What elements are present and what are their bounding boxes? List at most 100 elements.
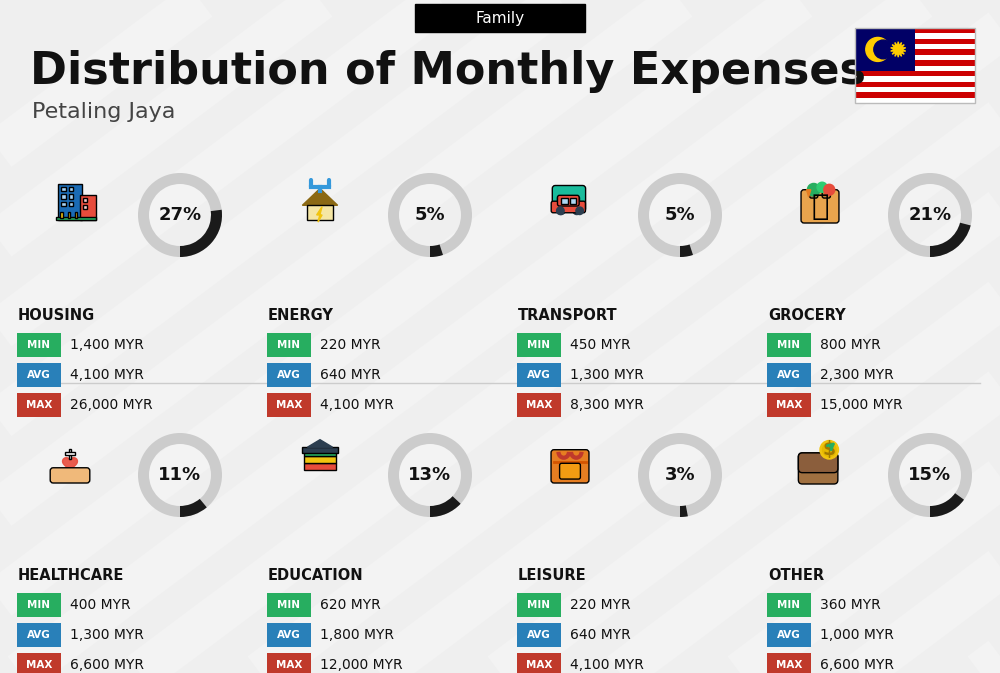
FancyBboxPatch shape	[767, 623, 811, 647]
Text: ENERGY: ENERGY	[268, 308, 334, 323]
FancyBboxPatch shape	[798, 453, 838, 472]
Text: 4,100 MYR: 4,100 MYR	[570, 658, 644, 672]
Text: GROCERY: GROCERY	[768, 308, 846, 323]
FancyBboxPatch shape	[855, 87, 975, 92]
Text: 400 MYR: 400 MYR	[70, 598, 131, 612]
FancyBboxPatch shape	[855, 60, 975, 65]
Text: Distribution of Monthly Expenses: Distribution of Monthly Expenses	[30, 50, 866, 93]
FancyBboxPatch shape	[855, 49, 975, 55]
Text: 1,400 MYR: 1,400 MYR	[70, 338, 144, 352]
Text: AVG: AVG	[777, 630, 801, 640]
Text: 13%: 13%	[408, 466, 452, 484]
Wedge shape	[180, 499, 207, 517]
Wedge shape	[180, 210, 222, 257]
Text: AVG: AVG	[527, 630, 551, 640]
Circle shape	[573, 207, 580, 215]
Text: 450 MYR: 450 MYR	[570, 338, 631, 352]
Text: OTHER: OTHER	[768, 568, 824, 583]
FancyBboxPatch shape	[80, 194, 96, 220]
Wedge shape	[680, 244, 693, 257]
Wedge shape	[638, 173, 722, 257]
Wedge shape	[430, 244, 443, 257]
FancyBboxPatch shape	[767, 593, 811, 617]
Text: 4,100 MYR: 4,100 MYR	[320, 398, 394, 412]
FancyBboxPatch shape	[517, 333, 561, 357]
Text: 11%: 11%	[158, 466, 202, 484]
Wedge shape	[930, 493, 964, 517]
Text: Family: Family	[475, 11, 525, 26]
FancyBboxPatch shape	[61, 194, 66, 199]
FancyBboxPatch shape	[517, 653, 561, 673]
Text: 8,300 MYR: 8,300 MYR	[570, 398, 644, 412]
FancyBboxPatch shape	[570, 198, 576, 204]
Text: 360 MYR: 360 MYR	[820, 598, 881, 612]
FancyBboxPatch shape	[573, 197, 579, 206]
FancyBboxPatch shape	[267, 333, 311, 357]
Text: MAX: MAX	[26, 660, 52, 670]
FancyBboxPatch shape	[61, 201, 66, 206]
Text: 27%: 27%	[158, 206, 202, 224]
Text: 15,000 MYR: 15,000 MYR	[820, 398, 903, 412]
FancyBboxPatch shape	[767, 653, 811, 673]
FancyBboxPatch shape	[68, 213, 70, 218]
Circle shape	[817, 182, 827, 192]
FancyBboxPatch shape	[767, 363, 811, 387]
FancyBboxPatch shape	[69, 187, 73, 191]
Text: 1,300 MYR: 1,300 MYR	[70, 628, 144, 642]
FancyBboxPatch shape	[517, 623, 561, 647]
FancyBboxPatch shape	[551, 450, 589, 483]
Text: 5%: 5%	[665, 206, 695, 224]
FancyBboxPatch shape	[517, 593, 561, 617]
Text: 15%: 15%	[908, 466, 952, 484]
Text: 2,300 MYR: 2,300 MYR	[820, 368, 894, 382]
Text: 1,800 MYR: 1,800 MYR	[320, 628, 394, 642]
Text: HEALTHCARE: HEALTHCARE	[18, 568, 124, 583]
FancyBboxPatch shape	[267, 623, 311, 647]
Text: MIN: MIN	[278, 340, 300, 350]
Polygon shape	[317, 207, 322, 222]
Wedge shape	[930, 223, 971, 257]
FancyBboxPatch shape	[558, 195, 579, 206]
FancyBboxPatch shape	[767, 333, 811, 357]
Wedge shape	[430, 496, 461, 517]
Text: 🛒: 🛒	[811, 193, 829, 221]
FancyBboxPatch shape	[855, 71, 975, 76]
FancyBboxPatch shape	[267, 363, 311, 387]
FancyBboxPatch shape	[307, 205, 333, 220]
Text: MIN: MIN	[278, 600, 300, 610]
FancyBboxPatch shape	[267, 653, 311, 673]
Text: MAX: MAX	[776, 400, 802, 410]
Text: MAX: MAX	[276, 660, 302, 670]
Text: $: $	[823, 440, 836, 459]
Text: HOUSING: HOUSING	[18, 308, 95, 323]
FancyBboxPatch shape	[17, 333, 61, 357]
Text: 220 MYR: 220 MYR	[570, 598, 631, 612]
Text: EDUCATION: EDUCATION	[268, 568, 364, 583]
Text: AVG: AVG	[527, 370, 551, 380]
FancyBboxPatch shape	[304, 450, 336, 456]
FancyBboxPatch shape	[517, 393, 561, 417]
FancyBboxPatch shape	[565, 197, 571, 206]
Circle shape	[807, 184, 820, 196]
FancyBboxPatch shape	[415, 4, 585, 32]
Polygon shape	[63, 458, 77, 471]
Text: AVG: AVG	[27, 630, 51, 640]
FancyBboxPatch shape	[61, 187, 66, 191]
FancyBboxPatch shape	[801, 190, 839, 223]
FancyBboxPatch shape	[855, 98, 975, 103]
Wedge shape	[138, 433, 222, 517]
Text: 1,300 MYR: 1,300 MYR	[570, 368, 644, 382]
Circle shape	[820, 441, 838, 459]
Text: 3%: 3%	[665, 466, 695, 484]
Circle shape	[866, 38, 890, 61]
Text: 6,600 MYR: 6,600 MYR	[70, 658, 144, 672]
FancyBboxPatch shape	[855, 39, 975, 44]
FancyBboxPatch shape	[810, 186, 818, 198]
Text: 21%: 21%	[908, 206, 952, 224]
FancyBboxPatch shape	[552, 186, 586, 212]
FancyBboxPatch shape	[75, 213, 77, 218]
FancyBboxPatch shape	[267, 593, 311, 617]
Text: MAX: MAX	[526, 660, 552, 670]
Text: MAX: MAX	[276, 400, 302, 410]
Text: LEISURE: LEISURE	[518, 568, 587, 583]
